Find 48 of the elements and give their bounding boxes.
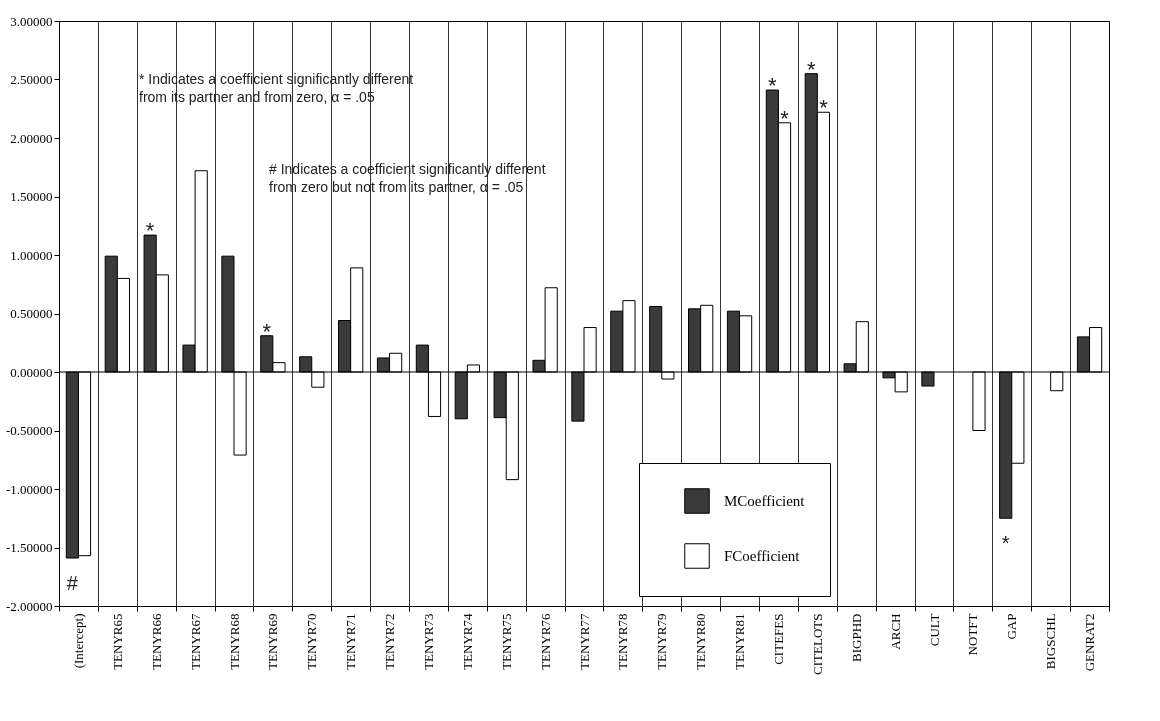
x-tick-label: GENRAT2 [1082, 613, 1098, 672]
x-tick-label: TENYR76 [537, 613, 553, 670]
x-tick-label: GAP [1004, 613, 1020, 640]
x-tick-label: CITEFES [770, 613, 786, 665]
x-tick-label: TENYR77 [576, 613, 592, 670]
x-tick-label: CULT [926, 613, 942, 647]
x-tick-label: TENYR79 [654, 613, 670, 670]
x-tick-label: TENYR67 [187, 613, 203, 670]
y-tick-label: -1.00000 [5, 481, 53, 497]
legend-label: MCoefficient [724, 493, 806, 509]
annotation: * [262, 318, 272, 344]
x-tick-label: TENYR70 [304, 613, 320, 670]
x-tick-label: TENYR74 [459, 613, 475, 670]
annotation: * [806, 56, 816, 82]
annotation: * [768, 73, 778, 99]
x-tick-label: BIGPHD [848, 613, 864, 662]
legend-label: FCoefficient [724, 548, 801, 564]
x-tick-label: (Intercept) [70, 613, 86, 669]
x-tick-label: ARCH [887, 613, 903, 650]
x-tick-label: TENYR73 [420, 613, 436, 670]
y-tick-label: 0.00000 [10, 364, 53, 380]
y-tick-label: 2.00000 [10, 130, 53, 146]
annotation: * [819, 95, 829, 121]
x-tick-label: TENYR65 [109, 613, 125, 670]
y-tick-label: 3.00000 [10, 13, 53, 29]
x-tick-label: TENYR72 [382, 613, 398, 670]
x-tick-label: TENYR66 [148, 613, 164, 670]
x-tick-label: TENYR78 [615, 613, 631, 670]
x-tick-label: TENYR75 [498, 613, 514, 670]
y-tick-label: 2.50000 [10, 72, 53, 87]
x-tick-label: TENYR69 [265, 613, 281, 670]
x-tick-label: TENYR71 [343, 613, 359, 670]
annotation: * [1001, 532, 1010, 555]
y-tick-label: 1.00000 [10, 247, 53, 263]
x-tick-label: TENYR81 [732, 613, 748, 670]
x-tick-label: CITELOTS [809, 613, 825, 675]
y-tick-label: 0.50000 [10, 306, 53, 321]
annotation: * [145, 218, 155, 244]
y-tick-label: -1.50000 [5, 540, 53, 555]
y-tick-label: -0.50000 [5, 423, 53, 438]
x-tick-label: TENYR68 [226, 613, 242, 670]
x-tick-label: NOTFT [965, 613, 981, 656]
x-tick-label: TENYR80 [693, 613, 709, 670]
y-tick-label: 1.50000 [10, 189, 53, 204]
x-tick-label: BIGSCHL [1043, 613, 1059, 670]
annotation: # [66, 572, 79, 595]
y-tick-label: -2.00000 [5, 598, 53, 614]
annotation: * [780, 105, 790, 131]
